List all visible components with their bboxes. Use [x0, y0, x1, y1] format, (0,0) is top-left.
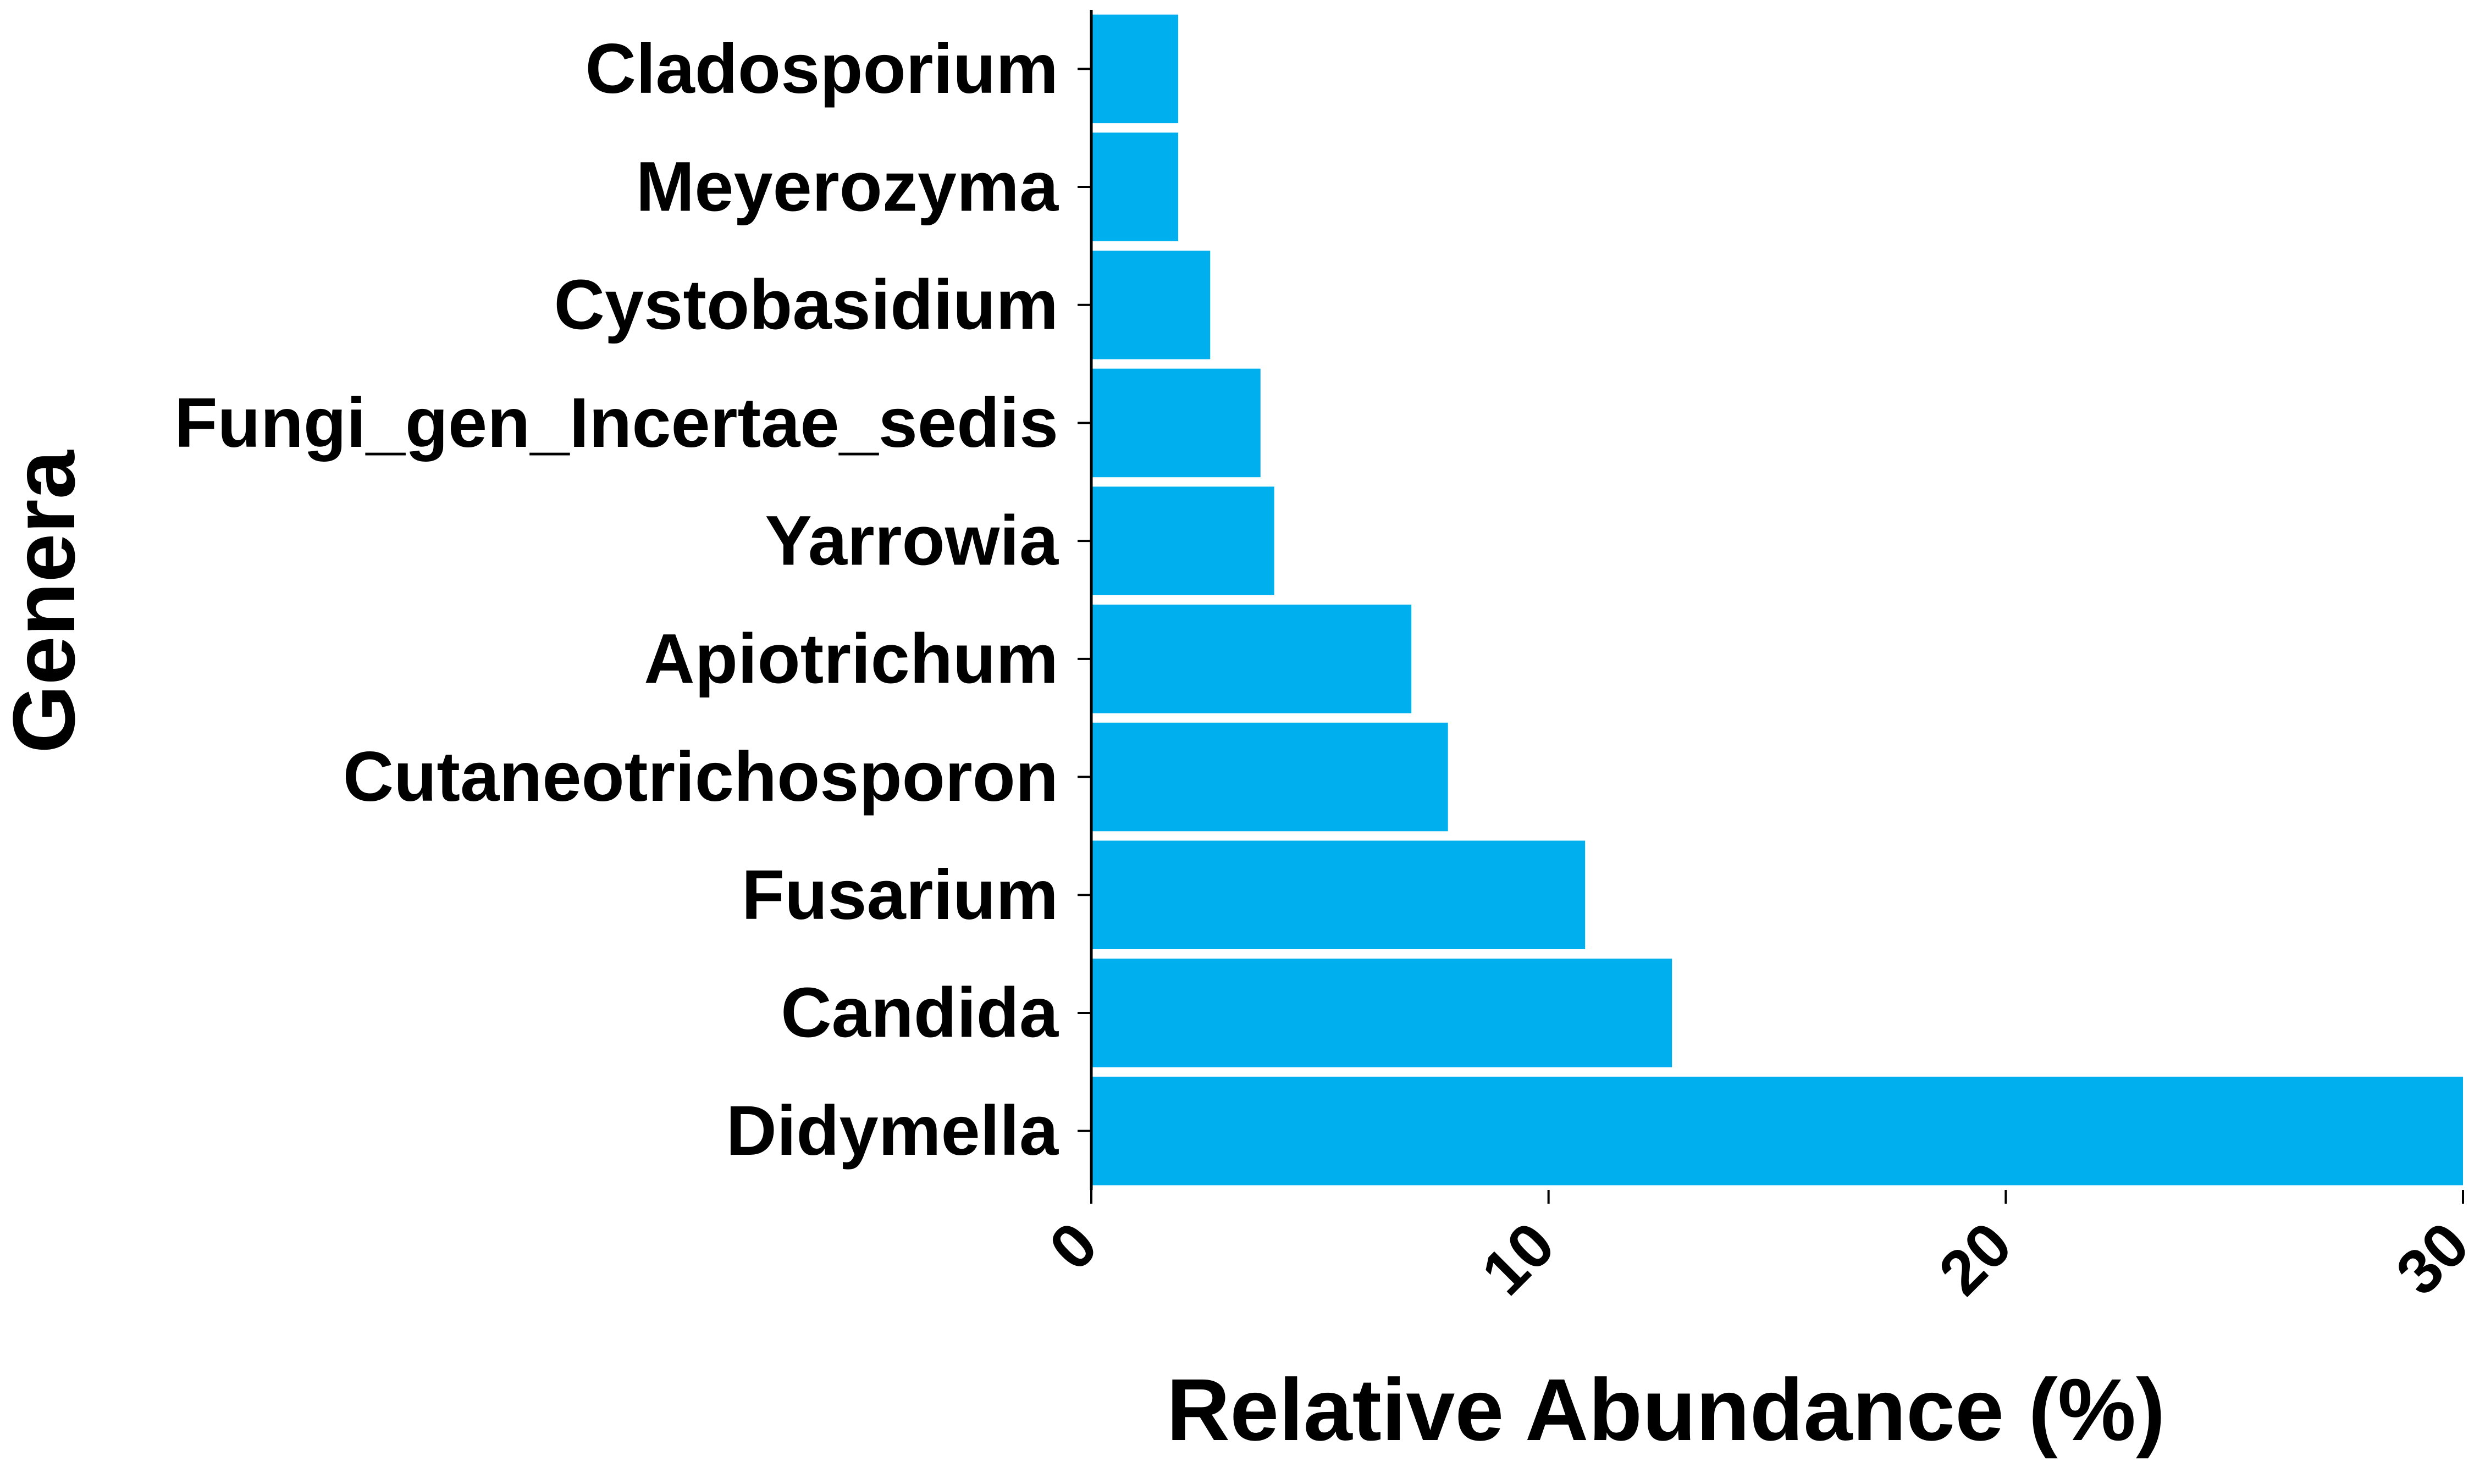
- bars-group: [1091, 14, 2463, 1186]
- x-axis-title: Relative Abundance (%): [1167, 1360, 2166, 1459]
- category-label-cystobasidium: Cystobasidium: [554, 265, 1059, 344]
- category-label-apiotrichum: Apiotrichum: [644, 619, 1058, 698]
- bar-fusarium: [1091, 840, 1586, 950]
- category-label-fusarium: Fusarium: [742, 856, 1058, 934]
- bar-fungi-gen-incertae-sedis: [1091, 368, 1261, 478]
- bar-candida: [1091, 959, 1672, 1067]
- bar-cystobasidium: [1091, 250, 1211, 359]
- category-label-meyerozyma: Meyerozyma: [636, 148, 1059, 226]
- x-tick-label-0: 0: [1036, 1209, 1111, 1284]
- y-axis-title: Genera: [0, 450, 93, 753]
- category-label-candida: Candida: [781, 973, 1059, 1052]
- category-label-yarrowia: Yarrowia: [765, 502, 1058, 580]
- category-label-fungi-gen-incertae-sedis: Fungi_gen_Incertae_sedis: [174, 384, 1058, 462]
- bar-yarrowia: [1091, 486, 1274, 595]
- category-labels: Cladosporium Meyerozyma Cystobasidium Fungi…: [174, 30, 1091, 1170]
- x-tick-label-20: 20: [1926, 1209, 2025, 1309]
- category-label-didymella: Didymella: [726, 1092, 1059, 1170]
- category-label-cutaneotrichosporon: Cutaneotrichosporon: [343, 738, 1058, 816]
- bar-cutaneotrichosporon: [1091, 722, 1448, 832]
- bar-meyerozyma: [1091, 132, 1179, 241]
- category-label-cladosporium: Cladosporium: [586, 30, 1059, 108]
- bar-didymella: [1091, 1076, 2463, 1186]
- x-tick-label-10: 10: [1468, 1209, 1568, 1309]
- bar-apiotrichum: [1091, 605, 1412, 713]
- x-ticks: 0 10 20 30: [1036, 1190, 2474, 1309]
- x-tick-label-30: 30: [2383, 1209, 2474, 1309]
- bar-cladosporium: [1091, 14, 1179, 124]
